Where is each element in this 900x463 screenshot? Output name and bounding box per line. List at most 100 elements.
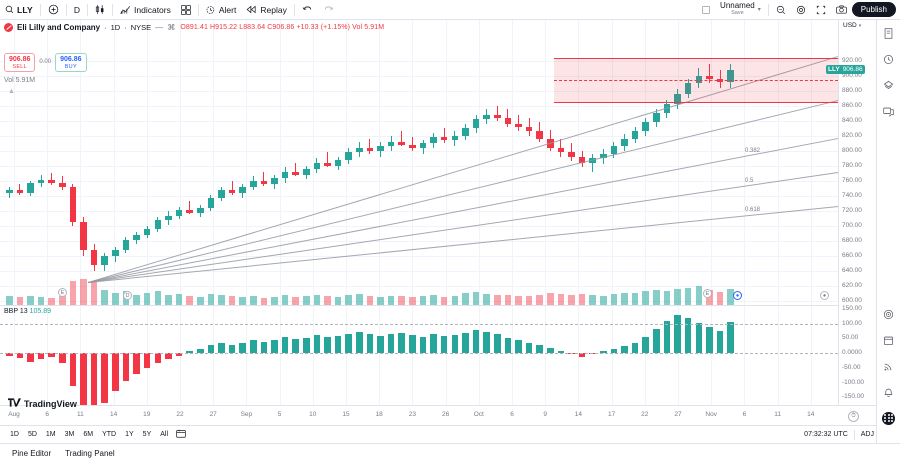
bbp-histogram-bar [143, 353, 151, 369]
price-pane[interactable] [0, 20, 838, 285]
layout-checkbox[interactable] [697, 1, 715, 19]
trading-panel-tab[interactable]: Trading Panel [65, 449, 115, 458]
legend-interval[interactable]: 1D [110, 23, 121, 32]
bbp-histogram-bar [674, 315, 681, 354]
replay-button[interactable]: Replay [241, 1, 291, 19]
timeframe-6m[interactable]: 6M [83, 431, 94, 438]
legend-visibility-icons[interactable]: — ⌘ [155, 23, 177, 32]
alert-button[interactable]: Alert [201, 1, 241, 19]
candle-body [133, 235, 140, 240]
candle-body [493, 114, 501, 118]
timeframe-1m[interactable]: 1M [45, 431, 56, 438]
volume-bar [101, 289, 109, 305]
collapse-pane-icon[interactable]: ▲ [8, 88, 15, 95]
price-tag-value: 906.86 [842, 66, 863, 74]
add-symbol-button[interactable] [43, 1, 64, 19]
volume-bar [218, 294, 225, 305]
alerts-clock-icon[interactable] [882, 52, 896, 66]
broadcast-icon[interactable] [882, 359, 896, 373]
apps-grid-icon[interactable] [882, 411, 896, 425]
ideas-icon[interactable] [882, 307, 896, 321]
chart-style-button[interactable] [90, 1, 110, 19]
pine-editor-tab[interactable]: Pine Editor [12, 449, 52, 458]
timeframe-5y[interactable]: 5Y [142, 431, 152, 438]
time-axis[interactable]: ⏱ Aug 6 11 14 19 22 27 Sep 5 10 15 18 23 26 Oct 6 9 14 17 2… [0, 405, 876, 425]
price-tick-label: 640.00 [842, 267, 862, 275]
sell-button[interactable]: 906.86 SELL [4, 53, 36, 72]
clock-time[interactable]: 07:32:32 UTC [804, 431, 848, 438]
time-tick-label: 22 [641, 411, 649, 418]
snapshot-button[interactable] [831, 1, 852, 19]
timeframe-3m[interactable]: 3M [64, 431, 75, 438]
timeframe-1d[interactable]: 1D [10, 431, 19, 438]
save-layout-button[interactable]: Unnamed Save ▾ [715, 1, 766, 19]
publish-button[interactable]: Publish [851, 2, 896, 17]
fullscreen-button[interactable] [811, 1, 831, 19]
event-marker-split[interactable]: ● [820, 291, 829, 300]
timeframe-all[interactable]: All [160, 431, 169, 438]
symbol-search-button[interactable]: LLY [0, 1, 38, 19]
timezone-clock-icon[interactable]: ⏱ [848, 411, 859, 422]
layers-icon[interactable] [882, 78, 896, 92]
legend-symbol-title[interactable]: Eli Lilly and Company [17, 23, 101, 32]
current-price-tag[interactable]: LLY 906.86 [826, 65, 865, 75]
price-tick-label: 900.00 [842, 71, 862, 79]
bbp-histogram-bar [122, 353, 130, 382]
timeframe-1y[interactable]: 1Y [125, 431, 134, 438]
chat-icon[interactable] [882, 104, 896, 118]
adjust-data-toggle[interactable]: ADJ [860, 431, 874, 438]
quick-search-button[interactable] [771, 1, 791, 19]
bbp-tick-label: 0.0000 [842, 349, 862, 357]
volume-bar [196, 297, 204, 305]
redo-button[interactable] [318, 1, 339, 19]
volume-pane[interactable] [0, 270, 838, 305]
undo-button[interactable] [297, 1, 318, 19]
gridline-vertical [113, 20, 115, 405]
volume-bar [16, 297, 24, 305]
volume-bar [249, 295, 257, 305]
timeframe-ytd[interactable]: YTD [102, 431, 117, 438]
bbp-histogram-bar [536, 344, 543, 354]
event-marker-dividend[interactable]: D [123, 291, 132, 300]
volume-bar [260, 297, 268, 305]
volume-bar [600, 295, 607, 305]
gridline-vertical [279, 20, 281, 405]
bbp-indicator-pane[interactable] [0, 306, 838, 424]
price-axis[interactable]: USD ▾ 920.00 900.00 880.00 860.00 840.00 820.… [826, 20, 876, 415]
interval-button[interactable]: D [69, 1, 85, 19]
candle-body [366, 147, 374, 151]
candle-wick [560, 138, 562, 157]
volume-bar [69, 280, 77, 305]
candle-body [101, 256, 109, 266]
chevron-down-icon: ▾ [757, 7, 761, 13]
buy-button[interactable]: 906.86 BUY [55, 53, 87, 72]
date-range-button[interactable] [172, 427, 190, 442]
candle-body [409, 144, 416, 148]
event-marker-news[interactable]: ● [733, 291, 742, 300]
price-tick-label: 600.00 [842, 297, 862, 305]
indicators-button[interactable]: Indicators [115, 1, 176, 19]
currency-selector[interactable]: USD ▾ [843, 22, 861, 29]
gridline-vertical [213, 20, 215, 405]
bell-icon[interactable] [882, 385, 896, 399]
gridline [0, 60, 838, 62]
candle-body [536, 131, 543, 139]
calendar-icon[interactable] [882, 333, 896, 347]
watchlist-icon[interactable] [882, 26, 896, 40]
bbp-name-label[interactable]: BBP 13 [4, 308, 28, 315]
candle-body [568, 152, 575, 157]
pane-separator[interactable] [0, 305, 876, 306]
layouts-button[interactable] [176, 1, 196, 19]
event-marker-earnings-2[interactable]: E [703, 289, 712, 298]
gridline [0, 256, 838, 258]
chart-canvas-area[interactable]: 0.382 0.5 0.618 Eli Lilly and Company · 1D… [0, 20, 876, 414]
volume-bar [387, 295, 395, 305]
settings-button[interactable] [791, 1, 811, 19]
legend-exchange: NYSE [130, 23, 152, 32]
volume-bar [525, 296, 533, 305]
candle-body [143, 229, 151, 236]
event-marker-earnings[interactable]: E [58, 288, 67, 297]
bbp-histogram-bar [663, 321, 671, 354]
timeframe-5d[interactable]: 5D [27, 431, 37, 438]
time-tick-label: 17 [607, 411, 616, 418]
